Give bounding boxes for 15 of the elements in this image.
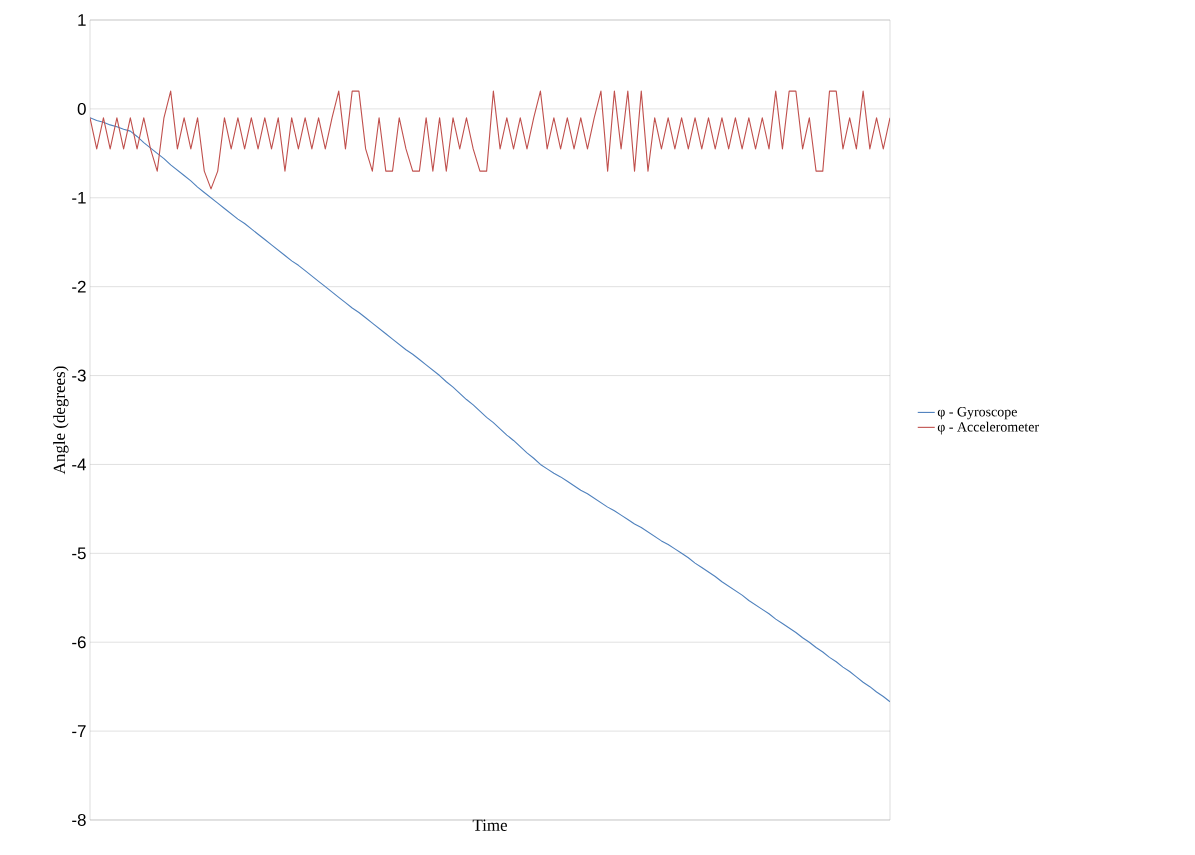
y-tick-label: 0 [77,102,86,115]
legend-label: φ - Gyroscope [937,407,1017,420]
y-tick-label: -1 [72,191,86,204]
x-axis-title: Time [472,819,508,831]
y-tick-label: -3 [72,369,86,382]
legend-label: φ - Accelerometer [937,421,1039,435]
y-tick-label: -7 [72,725,86,737]
y-tick-label: -4 [72,458,86,471]
y-axis-title: Angle (degrees) [53,366,69,475]
y-tick-label: -2 [72,280,86,293]
line-series [90,90,891,190]
y-tick-label: -5 [72,547,86,560]
y-tick-label: 1 [78,14,86,26]
y-tick-label: -8 [72,814,86,826]
y-tick-label: -6 [72,636,86,649]
